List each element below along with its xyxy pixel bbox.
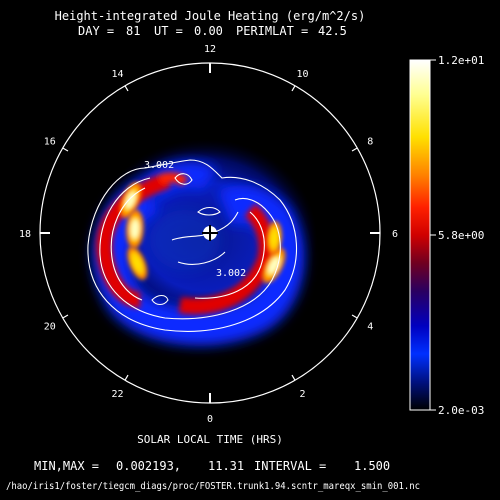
interval-value: 1.500 xyxy=(354,459,390,473)
heat-core xyxy=(150,210,220,270)
hour-label-22: 22 xyxy=(111,389,123,400)
perimlat-label: PERIMLAT = xyxy=(236,24,308,38)
file-path: /hao/iris1/foster/tiegcm_diags/proc/FOST… xyxy=(6,481,420,492)
day-label: DAY = xyxy=(78,24,114,38)
chart-subtitle: DAY = 81 UT = 0.00 PERIMLAT = 42.5 xyxy=(78,24,347,38)
hour-label-18: 18 xyxy=(19,229,31,240)
ut-value: 0.00 xyxy=(194,24,223,38)
contour-dusk xyxy=(110,187,146,301)
colorbar-mid-label: 5.8e+00 xyxy=(438,229,484,242)
heat-spot-2 xyxy=(126,209,144,249)
contour-label-2: 3.002 xyxy=(216,268,246,279)
min-value: 0.002193, xyxy=(116,459,181,473)
ut-label: UT = xyxy=(154,24,183,38)
hour-label-4: 4 xyxy=(367,322,373,333)
hour-label-12: 12 xyxy=(204,44,216,55)
hour-ticks xyxy=(40,63,380,403)
colorbar-min-label: 2.0e-03 xyxy=(438,404,484,417)
hour-label-2: 2 xyxy=(299,389,305,400)
contour-island-3 xyxy=(151,294,169,306)
hour-tick-20 xyxy=(62,314,69,319)
contour-island-1 xyxy=(174,173,193,185)
chart-title: Height-integrated Joule Heating (erg/m^2… xyxy=(55,9,366,23)
heat-spot-3 xyxy=(127,246,148,280)
hour-tick-4 xyxy=(351,314,358,319)
hour-tick-8 xyxy=(351,147,358,152)
hour-tick-22 xyxy=(124,374,129,381)
colorbar-max-label: 1.2e+01 xyxy=(438,54,484,67)
hour-label-10: 10 xyxy=(296,69,308,80)
contour-inner xyxy=(99,177,281,320)
hour-tick-2 xyxy=(291,374,296,381)
minmax-label: MIN,MAX = xyxy=(34,459,99,473)
hour-tick-14 xyxy=(124,85,129,92)
pole-marker xyxy=(202,225,218,241)
contour-island-2 xyxy=(197,206,221,216)
stats-line: MIN,MAX = 0.002193, 11.31 INTERVAL = 1.5… xyxy=(34,459,390,473)
contour-lines xyxy=(87,159,298,332)
hour-label-20: 20 xyxy=(44,322,56,333)
hour-label-6: 6 xyxy=(392,229,398,240)
perimlat-value: 42.5 xyxy=(318,24,347,38)
hour-tick-16 xyxy=(62,147,69,152)
polar-plot: 3.002 3.002 12 14 16 18 20 22 0 2 4 6 8 10 xyxy=(19,44,398,425)
colorbar-gradient xyxy=(409,59,431,411)
contour-outer xyxy=(87,159,298,332)
x-axis-label: SOLAR LOCAL TIME (HRS) xyxy=(137,433,283,446)
colorbar: 1.2e+01 5.8e+00 2.0e-03 xyxy=(409,54,484,417)
hour-labels: 12 14 16 18 20 22 0 2 4 6 8 10 xyxy=(19,44,398,425)
day-value: 81 xyxy=(126,24,140,38)
hour-label-16: 16 xyxy=(44,137,56,148)
contour-label-1: 3.002 xyxy=(144,160,174,171)
interval-label: INTERVAL = xyxy=(254,459,326,473)
hour-label-14: 14 xyxy=(111,69,123,80)
hour-label-8: 8 xyxy=(367,137,373,148)
contour-dawn xyxy=(194,211,265,299)
max-value: 11.31 xyxy=(208,459,244,473)
hour-tick-10 xyxy=(291,85,296,92)
hour-label-0: 0 xyxy=(207,414,213,425)
